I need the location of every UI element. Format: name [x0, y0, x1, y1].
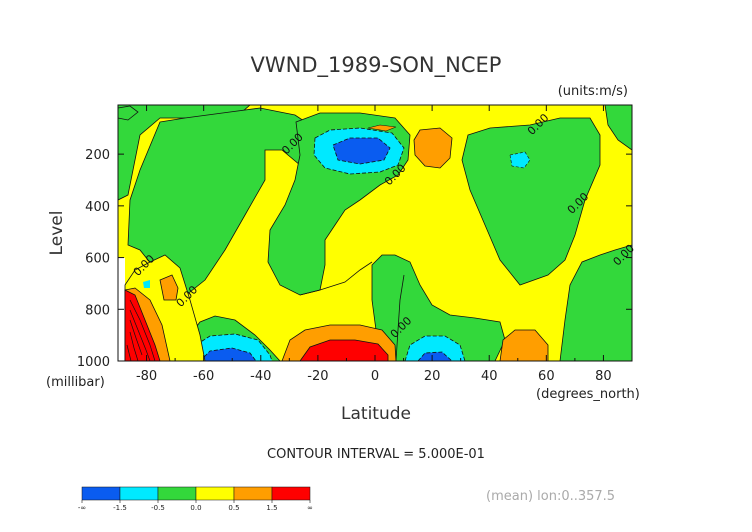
colorbar-label: 1.5	[266, 504, 277, 512]
colorbar-swatch	[81, 486, 121, 501]
units-label: (units:m/s)	[558, 84, 628, 99]
region-negative-west	[127, 107, 313, 301]
colorbar-swatch	[119, 486, 159, 501]
x-unit-label: (degrees_north)	[536, 387, 640, 402]
y-axis: 200 400 600 800 1000	[77, 148, 632, 370]
colorbar-label: 0.0	[190, 504, 201, 512]
colorbar-swatch	[195, 486, 235, 501]
contour-interval-text: CONTOUR INTERVAL = 5.000E-01	[267, 447, 485, 462]
x-tick-label: -40	[250, 369, 271, 384]
colorbar-label: -1.5	[113, 504, 127, 512]
region-orange-upper	[413, 127, 453, 169]
y-tick-label: 800	[85, 303, 110, 318]
colorbar: -∞ -1.5 -0.5 0.0 0.5 1.5 ∞	[78, 486, 313, 512]
zero-contours	[299, 261, 405, 361]
region-blue-upper	[332, 137, 391, 165]
colorbar-swatch	[233, 486, 273, 501]
y-tick-label: 600	[85, 252, 110, 267]
region-orange-antarctic-small	[159, 274, 179, 301]
region-blue-low-left	[199, 347, 257, 361]
antarctic-contour-lines	[126, 299, 156, 361]
colorbar-label: 0.5	[228, 504, 239, 512]
colorbar-swatch	[271, 486, 311, 501]
region-negative-northeast	[559, 244, 632, 361]
colorbar-label: -∞	[78, 504, 86, 512]
y-tick-label: 1000	[77, 355, 110, 370]
x-tick-label: 60	[538, 369, 555, 384]
region-blue-low-mid	[417, 351, 453, 361]
mean-text: (mean) lon:0..357.5	[486, 489, 615, 504]
x-axis-label: Latitude	[341, 404, 411, 424]
x-tick-label: -20	[307, 369, 328, 384]
colorbar-label: -0.5	[151, 504, 165, 512]
region-cyan-antarctic-small	[143, 280, 150, 288]
chart-title: VWND_1989-SON_NCEP	[251, 53, 502, 78]
region-cyan-right	[509, 151, 531, 169]
x-tick-label: 0	[371, 369, 379, 384]
y-unit-label: (millibar)	[46, 375, 105, 390]
region-negative-northern-upper	[461, 117, 601, 286]
region-cyan-low-mid	[404, 335, 466, 361]
region-red-low-center	[299, 339, 389, 361]
plot-area	[118, 105, 632, 361]
y-tick-label: 400	[85, 200, 110, 215]
region-orange-low-right	[499, 329, 549, 361]
x-axis: -80 -60 -40 -20 0 20 40 60 80	[117, 105, 633, 384]
y-tick-label: 200	[85, 148, 110, 163]
colorbar-label: ∞	[307, 504, 313, 512]
colorbar-swatch	[157, 486, 197, 501]
x-tick-label: -80	[136, 369, 157, 384]
x-tick-label: 80	[595, 369, 612, 384]
region-negative-upper-right	[604, 105, 632, 151]
y-axis-label: Level	[47, 211, 67, 256]
x-tick-label: 20	[424, 369, 441, 384]
region-negative-topleft-small	[118, 105, 139, 121]
x-tick-label: -60	[193, 369, 214, 384]
region-orange-top-strip	[367, 124, 397, 132]
x-tick-label: 40	[481, 369, 498, 384]
